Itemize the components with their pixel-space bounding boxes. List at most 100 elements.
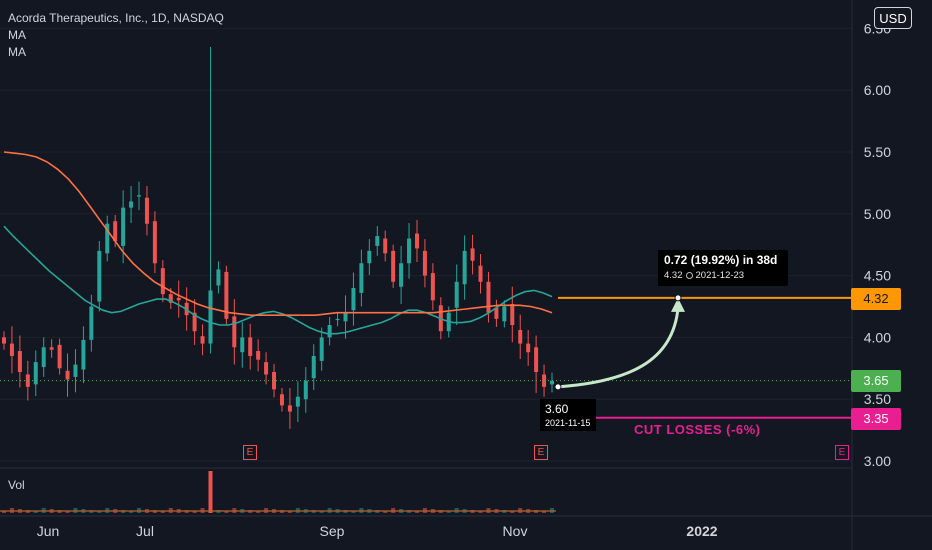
candle-body bbox=[407, 238, 412, 264]
candle-body bbox=[534, 347, 539, 373]
candle-body bbox=[17, 350, 22, 373]
candle-body bbox=[25, 374, 30, 387]
candle-body bbox=[311, 355, 316, 379]
candle-body bbox=[454, 281, 459, 308]
price-levels bbox=[0, 296, 852, 419]
projection-arrow-head bbox=[671, 297, 685, 312]
projection-arrow bbox=[554, 294, 685, 391]
projection-price: 4.32 bbox=[664, 270, 683, 281]
candles bbox=[2, 46, 554, 429]
ma-slow-line bbox=[3, 151, 553, 317]
projection-details: 4.32 2021-12-23 bbox=[664, 270, 744, 281]
currency-button[interactable]: USD bbox=[874, 7, 912, 29]
time-axis: Jun Jul Sep Nov 2022 bbox=[37, 523, 718, 539]
stop-price-tag[interactable]: 3.35 bbox=[851, 408, 901, 430]
volume-bar bbox=[224, 511, 229, 513]
candle-body bbox=[494, 307, 499, 319]
candle-body bbox=[383, 238, 388, 254]
candle-body bbox=[81, 339, 86, 370]
candle-body bbox=[73, 364, 78, 377]
price-tick-label: 4.00 bbox=[864, 329, 891, 345]
volume-bar bbox=[510, 511, 515, 513]
candle-body bbox=[319, 337, 324, 361]
candle-body bbox=[399, 263, 404, 287]
earnings-marker-1[interactable]: E bbox=[243, 445, 257, 460]
volume-bar bbox=[160, 511, 165, 513]
volume-bar bbox=[192, 511, 197, 513]
candle-body bbox=[57, 344, 62, 369]
candle-body bbox=[192, 312, 197, 332]
candle-body bbox=[279, 394, 284, 406]
volume-bar bbox=[319, 511, 324, 513]
ma-fast-line bbox=[3, 225, 553, 335]
indicator-ma-fast[interactable]: MA bbox=[8, 28, 26, 42]
candle-body bbox=[176, 297, 181, 301]
chart-legend: Acorda Therapeutics, Inc., 1D, NASDAQ MA… bbox=[8, 10, 224, 61]
projection-arrow-path bbox=[557, 307, 680, 389]
candle-body bbox=[287, 405, 292, 412]
candle-body bbox=[367, 250, 372, 264]
chart-title[interactable]: Acorda Therapeutics, Inc., 1D, NASDAQ bbox=[8, 11, 224, 25]
current-price-tag[interactable]: 3.65 bbox=[851, 370, 901, 392]
candle-body bbox=[224, 271, 229, 319]
target-price-tag[interactable]: 4.32 bbox=[851, 288, 901, 310]
volume-label[interactable]: Vol bbox=[8, 478, 25, 492]
candle-body bbox=[152, 221, 157, 264]
volume-bar bbox=[478, 511, 483, 513]
candle-body bbox=[89, 306, 94, 340]
candle-body bbox=[97, 250, 102, 302]
price-tick-label: 3.00 bbox=[864, 453, 891, 469]
projection-date: 2021-12-23 bbox=[695, 270, 745, 281]
candle-body bbox=[470, 248, 475, 261]
volume-bar bbox=[65, 511, 70, 513]
volume-bar bbox=[351, 511, 356, 513]
candle-body bbox=[343, 312, 348, 322]
volume-bar bbox=[383, 511, 388, 513]
candle-body bbox=[295, 396, 300, 407]
volume-bar bbox=[446, 511, 451, 513]
time-tick-label: Jul bbox=[136, 523, 154, 539]
candle-body bbox=[335, 318, 340, 321]
volume-bars bbox=[0, 471, 556, 513]
projection-start-point bbox=[554, 383, 562, 391]
candle-body bbox=[462, 250, 467, 285]
candle-body bbox=[510, 304, 515, 326]
earnings-marker-3[interactable]: E bbox=[835, 445, 849, 460]
candle-body bbox=[478, 265, 483, 282]
candle-body bbox=[518, 329, 523, 344]
candle-body bbox=[414, 233, 419, 249]
candle-body bbox=[49, 347, 54, 350]
earnings-marker-2[interactable]: E bbox=[534, 445, 548, 460]
candle-body bbox=[240, 337, 245, 353]
volume-bar bbox=[414, 511, 419, 513]
candle-body bbox=[391, 250, 396, 282]
price-axis: 3.003.504.004.505.005.506.006.50 bbox=[864, 20, 891, 469]
candle-body bbox=[359, 263, 364, 293]
price-tick-label: 3.50 bbox=[864, 391, 891, 407]
time-tick-label: Jun bbox=[37, 523, 60, 539]
candle-body bbox=[248, 337, 253, 356]
candle-body bbox=[272, 372, 277, 390]
volume-bar bbox=[287, 511, 292, 513]
candle-body bbox=[208, 290, 213, 344]
price-tick-label: 4.50 bbox=[864, 268, 891, 284]
candle-body bbox=[9, 343, 14, 356]
candle-body bbox=[216, 269, 221, 286]
indicator-ma-slow[interactable]: MA bbox=[8, 45, 26, 59]
candle-body bbox=[550, 380, 554, 385]
candle-body bbox=[137, 195, 142, 197]
low-price-callout: 3.60 2021-11-15 bbox=[540, 399, 596, 431]
candle-body bbox=[113, 221, 118, 241]
low-price: 3.60 bbox=[545, 402, 569, 416]
candle-body bbox=[422, 250, 427, 276]
volume-bar bbox=[2, 511, 6, 513]
candle-body bbox=[351, 287, 356, 311]
candle-body bbox=[105, 223, 110, 254]
price-tick-label: 5.00 bbox=[864, 206, 891, 222]
candle-body bbox=[430, 273, 435, 301]
candle-body bbox=[144, 197, 149, 224]
candle-body bbox=[256, 350, 261, 360]
clock-icon bbox=[685, 272, 693, 279]
